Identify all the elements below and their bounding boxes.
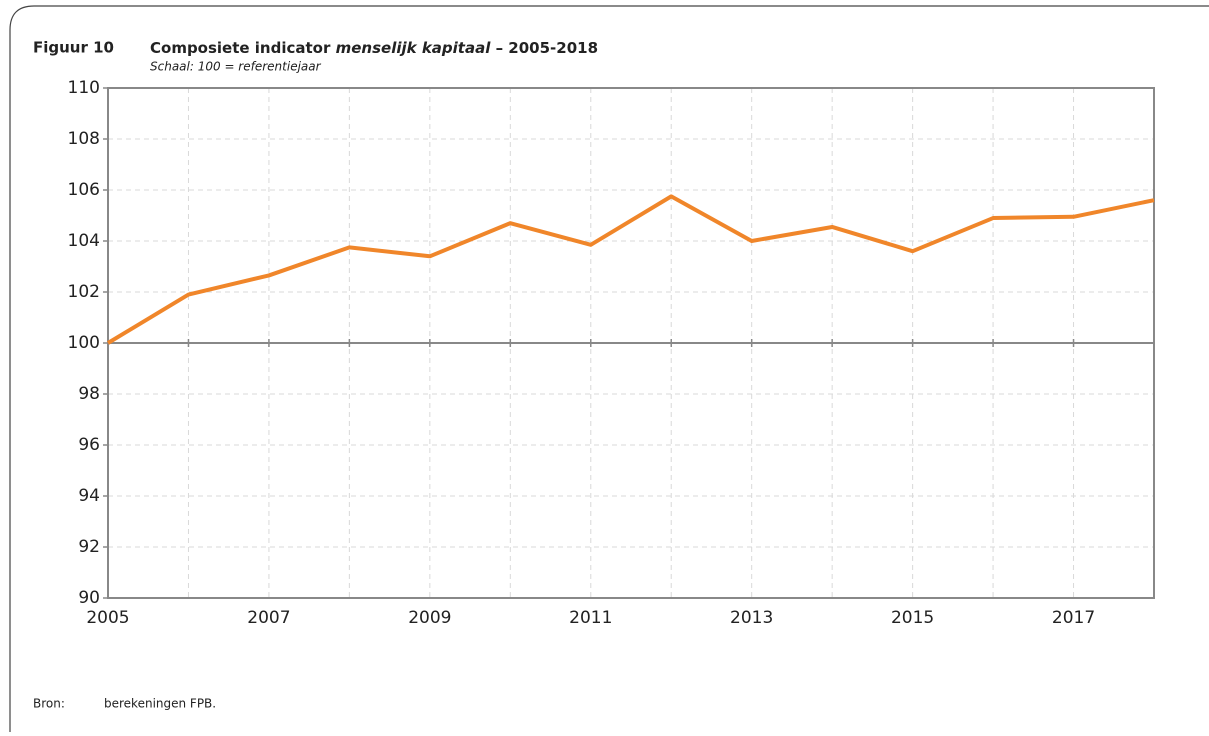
title-part: menselijk kapitaal: [336, 39, 492, 57]
title-part: – 2005-2018: [490, 39, 598, 57]
x-tick-label: 2017: [1052, 608, 1095, 628]
x-tick-label: 2013: [730, 608, 773, 628]
y-tick-label: 104: [68, 231, 100, 251]
y-tick-label: 96: [78, 435, 100, 455]
chart-title: Composiete indicator menselijk kapitaal …: [150, 39, 598, 57]
x-tick-label: 2009: [408, 608, 451, 628]
chart-subtitle: Schaal: 100 = referentiejaar: [150, 60, 322, 74]
title-part: Composiete indicator: [150, 39, 336, 57]
frame: [9, 5, 1209, 732]
y-tick-label: 90: [78, 588, 100, 608]
y-tick-label: 100: [68, 333, 100, 353]
x-tick-label: 2011: [569, 608, 612, 628]
y-tick-label: 110: [68, 78, 100, 98]
y-tick-label: 94: [78, 486, 100, 506]
source: berekeningen FPB.: [104, 697, 216, 711]
y-tick-label: 92: [78, 537, 100, 557]
x-tick-label: 2005: [86, 608, 129, 628]
y-tick-label: 98: [78, 384, 100, 404]
x-tick-label: 2007: [247, 608, 290, 628]
figure-label: Figuur 10: [33, 39, 114, 57]
y-tick-label: 108: [68, 129, 100, 149]
y-tick-label: 106: [68, 180, 100, 200]
source-label: Bron:: [33, 697, 65, 711]
data-line: [106, 194, 1155, 345]
y-tick-label: 102: [68, 282, 100, 302]
x-tick-label: 2015: [891, 608, 934, 628]
